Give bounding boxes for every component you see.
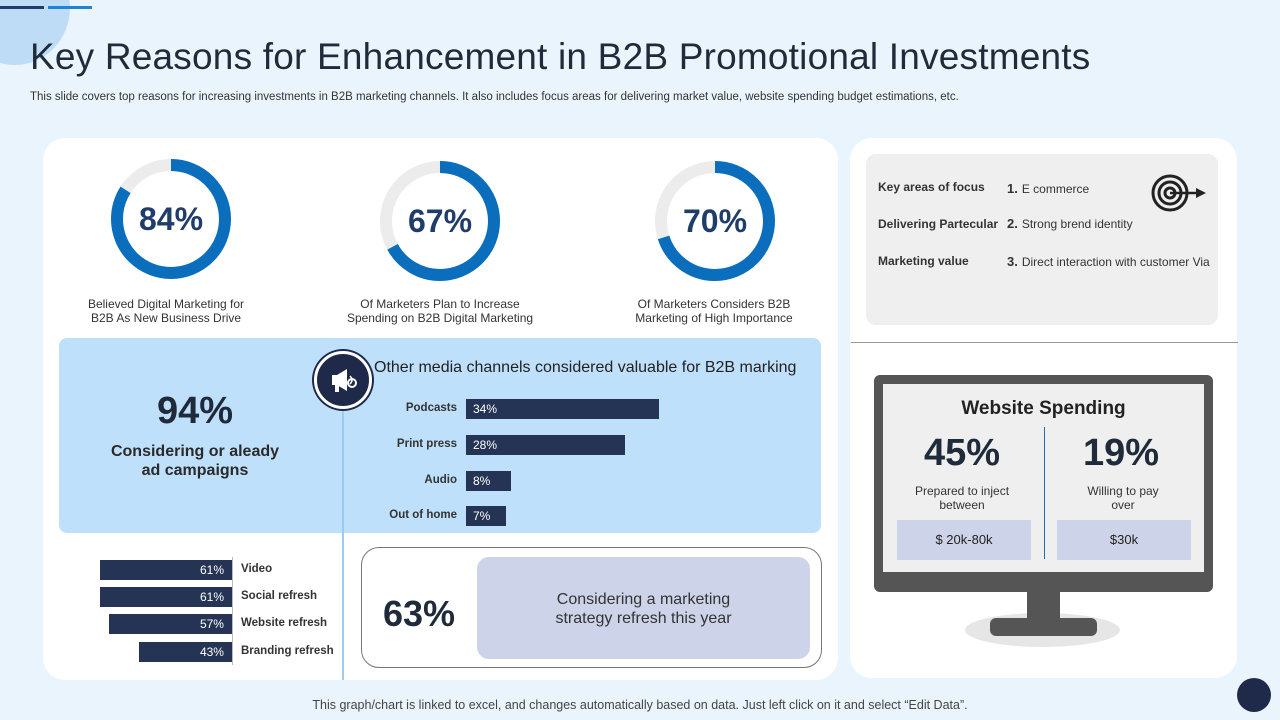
donut-svg — [380, 161, 500, 281]
donut-svg — [111, 159, 231, 279]
focus-item-text: Direct interaction with customer Via — [1021, 255, 1210, 269]
campaign-percentage: 94% — [156, 390, 234, 432]
bar-category-label: Branding refresh — [241, 645, 334, 657]
media-section — [59, 338, 821, 533]
caption-line: Considering or aleady — [110, 443, 280, 460]
donut-value: 67% — [407, 203, 473, 239]
caption-line: Willing to pay — [1087, 484, 1159, 498]
website-spending-percentage: 45% — [923, 432, 1001, 474]
megaphone-icon — [314, 351, 372, 409]
bar-category-label: Podcasts — [405, 402, 457, 414]
bar-category-label: Social refresh — [241, 590, 318, 602]
donut-chart: 70% — [653, 159, 777, 283]
section-divider — [851, 342, 1238, 343]
donut-value: 84% — [138, 201, 204, 237]
website-spending-caption: Prepared to inject between — [895, 484, 1029, 512]
focus-item: 2. Strong brend identity — [1007, 216, 1133, 231]
bar: 34% — [466, 399, 659, 419]
bar: 61% — [100, 587, 232, 607]
bar: 57% — [108, 614, 232, 634]
focus-item-text: E commerce — [1021, 182, 1090, 196]
decorative-line — [0, 6, 44, 9]
focus-item: 3. Direct interaction with customer Via — [1007, 254, 1210, 269]
website-spending-divider — [1044, 427, 1045, 559]
megaphone-svg — [332, 369, 357, 392]
focus-label: Key areas of focus — [878, 180, 985, 194]
bar-category-label: Print press — [396, 438, 457, 450]
target-icon — [1150, 173, 1208, 218]
donut-value: 70% — [682, 203, 748, 239]
strategy-refresh-caption: Considering a marketing strategy refresh… — [477, 590, 810, 628]
caption-line: B2B As New Business Drive — [90, 311, 242, 325]
focus-item-text: Strong brend identity — [1021, 217, 1133, 231]
caption-line: Of Marketers Considers B2B — [637, 297, 791, 311]
donut-svg — [655, 161, 775, 281]
website-spending-tag: $30k — [1057, 520, 1191, 560]
monitor-base — [990, 618, 1097, 636]
caption-line: Marketing of High Importance — [635, 311, 793, 325]
focus-item-number: 3. — [1007, 254, 1018, 269]
donut-caption: Believed Digital Marketing for B2B As Ne… — [56, 297, 276, 325]
donut-arc — [380, 161, 500, 281]
caption-line: ad campaigns — [141, 462, 249, 479]
decorative-line — [48, 6, 92, 9]
bar-axis — [232, 557, 233, 665]
bar: 8% — [466, 471, 512, 491]
focus-areas-box — [866, 154, 1218, 325]
bar: 43% — [138, 642, 232, 662]
website-spending-title: Website Spending — [961, 398, 1126, 419]
bar: 28% — [466, 435, 625, 455]
campaign-caption: Considering or aleady ad campaigns — [95, 442, 295, 480]
bar-category-label: Audio — [424, 474, 457, 486]
website-spending-percentage: 19% — [1082, 432, 1160, 474]
donut-caption: Of Marketers Considers B2B Marketing of … — [604, 297, 824, 325]
focus-item: 1. E commerce — [1007, 181, 1089, 196]
caption-line: between — [939, 498, 985, 512]
target-svg — [1150, 173, 1206, 213]
website-spending-tag: $ 20k-80k — [897, 520, 1031, 560]
bar-category-label: Out of home — [389, 509, 457, 521]
caption-line: Believed Digital Marketing for — [87, 297, 245, 311]
bar: 7% — [466, 506, 506, 526]
decorative-dot — [1237, 678, 1271, 712]
focus-label: Delivering Partecular — [878, 217, 999, 231]
page-subtitle: This slide covers top reasons for increa… — [30, 91, 959, 103]
focus-item-number: 2. — [1007, 216, 1018, 231]
donut-arc — [111, 159, 231, 279]
strategy-refresh-percentage: 63% — [383, 593, 456, 634]
caption-line: Prepared to inject — [914, 484, 1010, 498]
divider-line — [342, 395, 344, 680]
page-title: Key Reasons for Enhancement in B2B Promo… — [30, 36, 1091, 77]
focus-item-number: 1. — [1007, 181, 1018, 196]
website-spending-caption: Willing to pay over — [1056, 484, 1190, 512]
donut-chart: 84% — [109, 157, 233, 281]
caption-line: over — [1111, 498, 1135, 512]
caption-line: Of Marketers Plan to Increase — [360, 297, 520, 311]
media-chart-title: Other media channels considered valuable… — [374, 359, 797, 376]
caption-line: Considering a marketing — [556, 591, 731, 608]
bar-category-label: Video — [241, 563, 273, 575]
focus-label: Marketing value — [878, 254, 969, 268]
caption-line: Spending on B2B Digital Marketing — [346, 311, 534, 325]
bar-category-label: Website refresh — [241, 617, 328, 629]
monitor-stand — [1027, 592, 1060, 622]
donut-caption: Of Marketers Plan to Increase Spending o… — [330, 297, 550, 325]
strategy-refresh-box — [477, 557, 810, 659]
bar: 61% — [100, 560, 232, 580]
footer-note: This graph/chart is linked to excel, and… — [312, 698, 968, 712]
donut-arc — [655, 161, 775, 281]
caption-line: strategy refresh this year — [555, 610, 732, 627]
donut-chart: 67% — [378, 159, 502, 283]
